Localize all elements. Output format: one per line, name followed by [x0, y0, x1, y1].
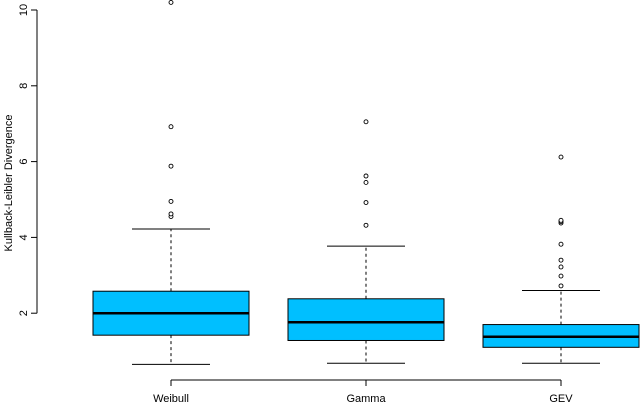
boxes	[92, 0, 640, 365]
y-tick-label: 2	[18, 310, 30, 316]
y-tick-label: 4	[18, 234, 30, 240]
outlier-point	[558, 283, 564, 289]
y-tick-label: 8	[18, 83, 30, 89]
box-group-weibull	[92, 0, 250, 365]
y-tick-label: 6	[18, 159, 30, 165]
outlier-point	[558, 273, 564, 279]
outlier-point	[363, 119, 369, 125]
outlier-point	[363, 173, 369, 179]
outlier-point	[558, 217, 564, 223]
x-tick-label: Gamma	[346, 393, 386, 404]
box-group-gamma	[287, 119, 445, 364]
outlier-point	[558, 241, 564, 247]
outlier-point	[558, 154, 564, 160]
outlier-point	[168, 0, 174, 5]
y-axis: 2 4 6 8 10	[18, 4, 38, 316]
outlier-point	[558, 257, 564, 263]
outlier-point	[168, 211, 174, 217]
x-tick-label: Weibull	[153, 393, 189, 404]
x-axis: Weibull Gamma GEV	[153, 379, 573, 404]
box-group-gev	[482, 154, 640, 364]
outlier-point	[363, 179, 369, 185]
outlier-point	[558, 264, 564, 270]
y-axis-title: Kullback-Leibler Divergence	[3, 115, 15, 252]
outlier-point	[168, 163, 174, 169]
outlier-point	[168, 124, 174, 130]
outlier-point	[168, 198, 174, 204]
x-tick-label: GEV	[549, 393, 573, 404]
y-tick-label: 10	[18, 4, 30, 16]
iqr-box	[287, 298, 445, 341]
outlier-point	[363, 200, 369, 205]
outlier-point	[363, 222, 369, 228]
